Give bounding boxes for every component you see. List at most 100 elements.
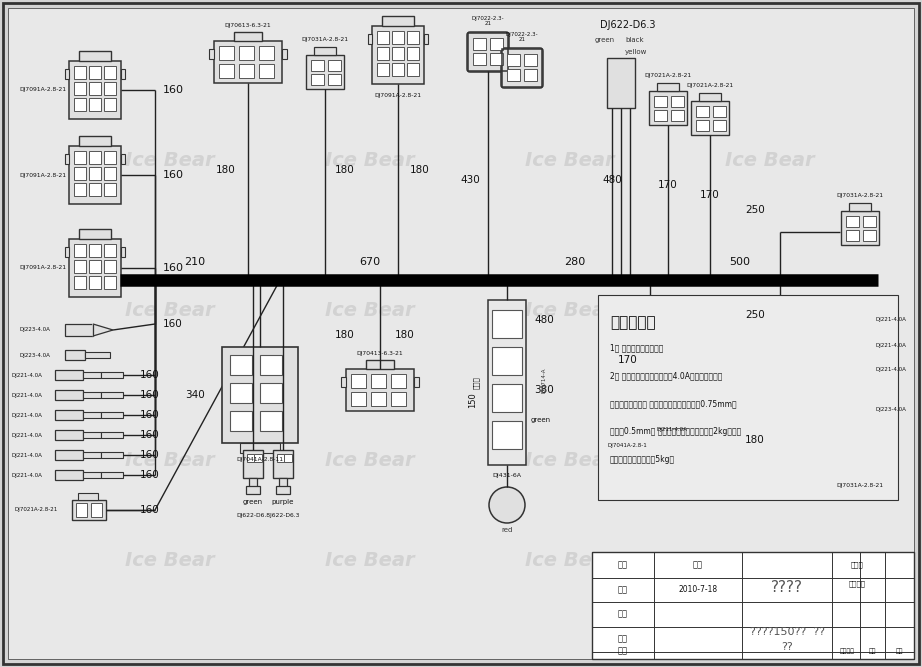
Text: 160: 160 xyxy=(140,410,160,420)
Bar xyxy=(407,31,419,44)
Text: Ice Bear: Ice Bear xyxy=(325,151,415,169)
Text: DJ7091A-2.8-21: DJ7091A-2.8-21 xyxy=(18,87,66,93)
Bar xyxy=(351,392,366,406)
Bar xyxy=(104,244,116,257)
Bar xyxy=(121,154,125,164)
Text: 160: 160 xyxy=(163,319,183,329)
Text: 审核标记: 审核标记 xyxy=(840,648,855,654)
Bar xyxy=(89,167,101,180)
Bar xyxy=(863,462,876,473)
Bar xyxy=(55,430,83,440)
Bar xyxy=(598,295,898,500)
Bar xyxy=(657,407,687,423)
Text: 150: 150 xyxy=(468,392,478,408)
Bar xyxy=(306,55,344,89)
Text: 160: 160 xyxy=(140,470,160,480)
Bar xyxy=(371,374,386,388)
Bar xyxy=(276,486,290,494)
Text: 170: 170 xyxy=(700,190,720,200)
Text: 1： 本视图为无锐正视图: 1： 本视图为无锐正视图 xyxy=(610,343,663,352)
Text: 2010-7-18: 2010-7-18 xyxy=(679,586,717,594)
Bar xyxy=(101,432,123,438)
Text: purple: purple xyxy=(272,499,294,505)
Text: 校对: 校对 xyxy=(618,634,628,644)
Bar xyxy=(841,211,879,245)
Text: DJ221-4.0A: DJ221-4.0A xyxy=(11,452,42,458)
Bar xyxy=(104,98,116,111)
Bar xyxy=(69,146,121,204)
Bar xyxy=(247,454,255,462)
Text: DJ221-4.0A: DJ221-4.0A xyxy=(11,392,42,398)
Bar xyxy=(74,82,86,95)
Bar xyxy=(74,151,86,164)
Bar xyxy=(846,230,859,241)
Text: 380: 380 xyxy=(534,385,554,395)
Text: Ice Bear: Ice Bear xyxy=(526,301,615,319)
Bar xyxy=(328,60,341,71)
Bar xyxy=(392,47,404,60)
Bar xyxy=(101,372,123,378)
Bar xyxy=(74,260,86,273)
Bar xyxy=(89,260,101,273)
Text: 210: 210 xyxy=(184,257,206,267)
Bar xyxy=(502,49,542,87)
Bar xyxy=(629,420,641,430)
Bar xyxy=(392,63,404,76)
Text: DJ223-4.0A: DJ223-4.0A xyxy=(875,408,906,412)
Text: DJ70413-6.3-21: DJ70413-6.3-21 xyxy=(357,352,404,356)
Bar xyxy=(468,33,508,71)
Bar xyxy=(83,412,101,418)
Text: green: green xyxy=(531,417,551,423)
Bar xyxy=(55,410,83,420)
Text: black: black xyxy=(625,37,644,43)
Bar xyxy=(820,315,848,325)
Bar xyxy=(277,454,285,462)
Text: Ice Bear: Ice Bear xyxy=(726,550,815,570)
Text: DJ223-4.0A: DJ223-4.0A xyxy=(19,327,50,333)
Text: 180: 180 xyxy=(335,330,355,340)
Text: 160: 160 xyxy=(140,390,160,400)
Bar xyxy=(592,552,914,659)
Text: Ice Bear: Ice Bear xyxy=(325,550,415,570)
Text: 其余用0.5mm： 各插件配合后拔脱力不小于2kg；各固: 其余用0.5mm： 各插件配合后拔脱力不小于2kg；各固 xyxy=(610,427,741,436)
Bar xyxy=(121,69,125,79)
Bar xyxy=(240,443,280,453)
Bar xyxy=(79,51,111,61)
Bar xyxy=(243,450,263,478)
Bar xyxy=(101,452,123,458)
Bar xyxy=(219,64,234,78)
Text: Ice Bear: Ice Bear xyxy=(726,301,815,319)
Bar xyxy=(649,91,687,125)
Bar xyxy=(104,260,116,273)
Text: 160: 160 xyxy=(140,450,160,460)
Text: 160: 160 xyxy=(163,170,184,180)
Bar xyxy=(254,454,262,462)
Text: 配以透明保护套： 红线、黑线、负极线采用0.75mm。: 配以透明保护套： 红线、黑线、负极线采用0.75mm。 xyxy=(610,399,737,408)
Text: 160: 160 xyxy=(140,505,160,515)
Bar xyxy=(654,96,667,107)
Bar xyxy=(654,110,667,121)
Bar xyxy=(249,478,257,490)
Bar xyxy=(74,98,86,111)
FancyBboxPatch shape xyxy=(467,32,509,72)
Text: DJ7021A-2.8-21: DJ7021A-2.8-21 xyxy=(686,83,734,89)
Text: 160: 160 xyxy=(163,263,184,273)
Bar xyxy=(699,93,721,101)
Bar xyxy=(382,16,414,26)
Bar xyxy=(104,82,116,95)
Text: Ice Bear: Ice Bear xyxy=(125,151,215,169)
Bar xyxy=(279,478,287,490)
Bar xyxy=(671,96,684,107)
Bar xyxy=(391,392,406,406)
Bar xyxy=(74,66,86,79)
Bar xyxy=(89,183,101,196)
Bar xyxy=(76,503,87,517)
Bar xyxy=(91,503,102,517)
Bar xyxy=(239,46,254,60)
Bar xyxy=(311,74,324,85)
Bar xyxy=(849,435,871,443)
Bar xyxy=(83,392,101,398)
Bar xyxy=(222,347,298,443)
Text: 技术要求：: 技术要求： xyxy=(610,315,656,330)
Text: 170: 170 xyxy=(658,180,678,190)
